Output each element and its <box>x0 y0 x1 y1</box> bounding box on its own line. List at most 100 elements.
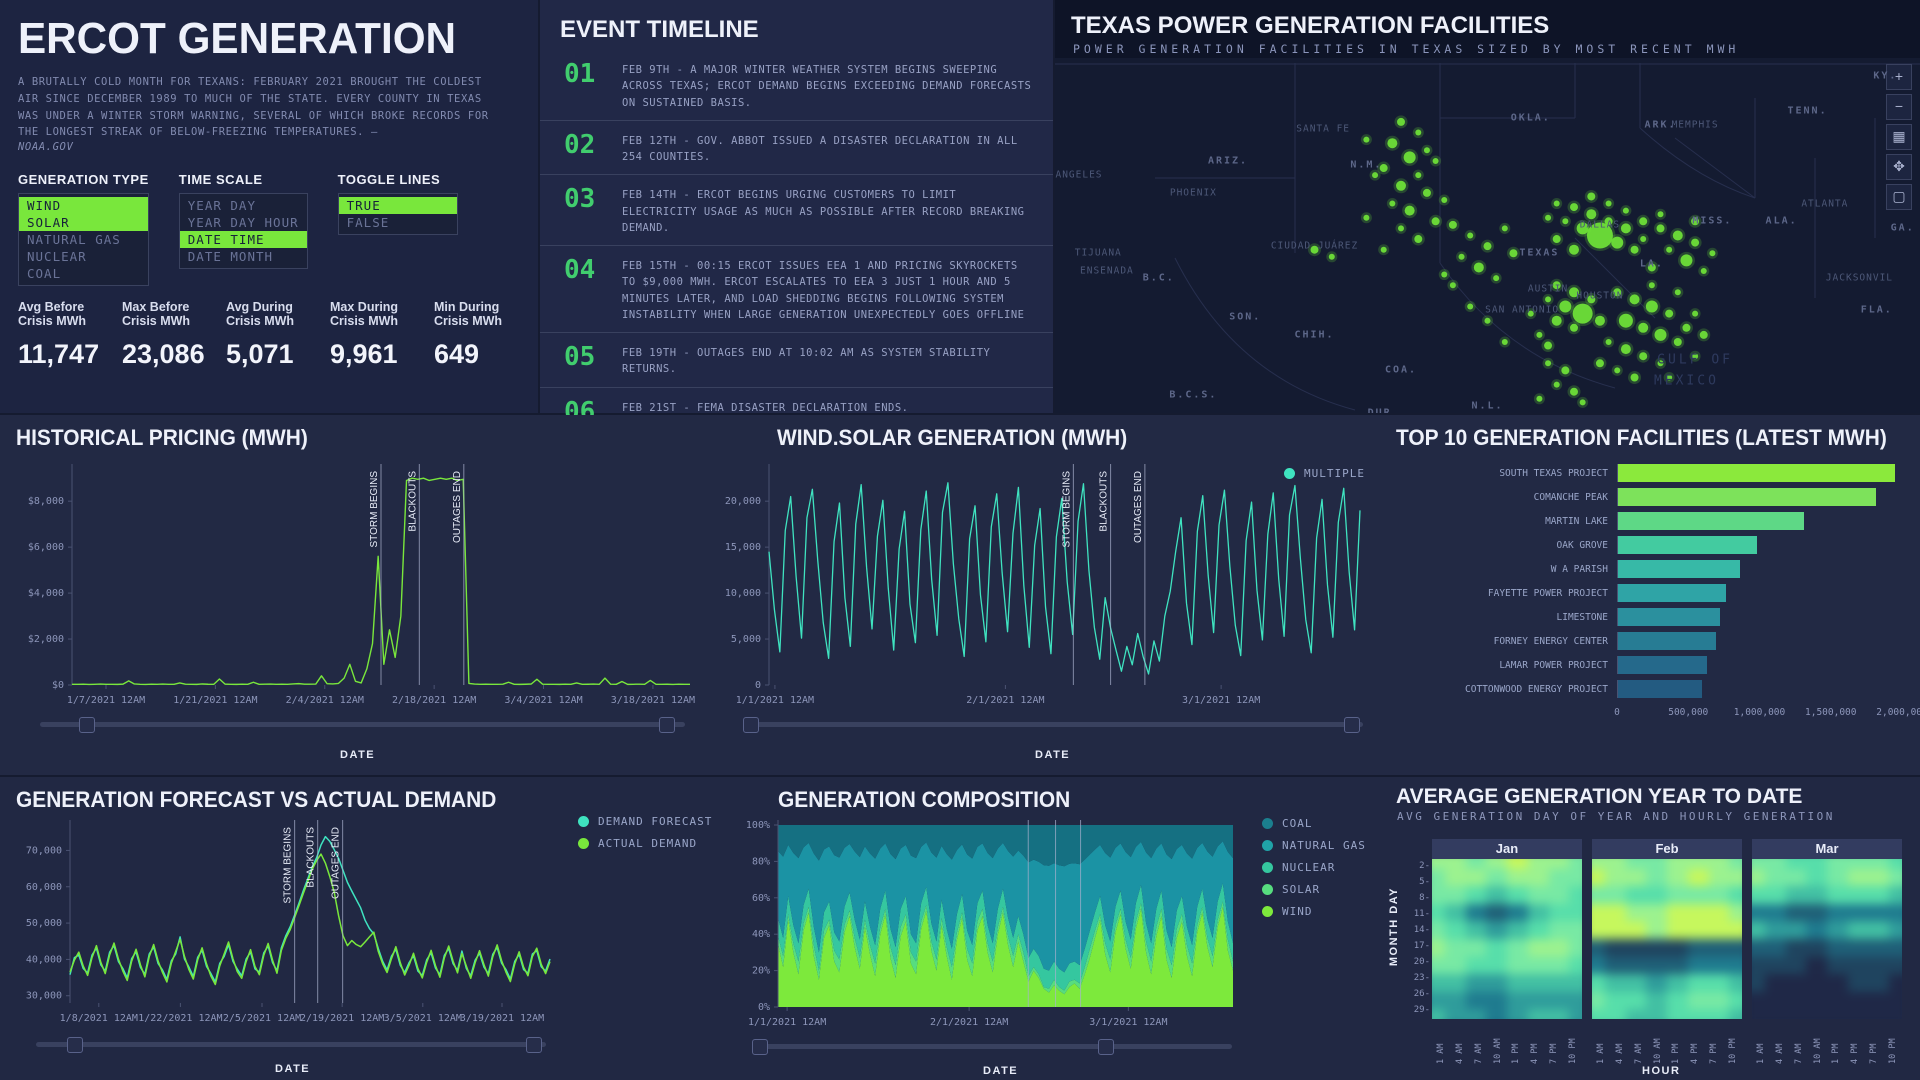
facility-dot[interactable] <box>1639 352 1648 361</box>
facility-dot[interactable] <box>1545 360 1552 367</box>
facility-dot[interactable] <box>1448 220 1457 229</box>
facility-dot[interactable] <box>1422 188 1431 197</box>
facility-dot[interactable] <box>1415 129 1422 136</box>
facility-dot[interactable] <box>1536 395 1543 402</box>
facility-dot[interactable] <box>1458 253 1465 260</box>
facility-dot[interactable] <box>1691 238 1700 247</box>
option-year-day[interactable]: YEAR DAY <box>187 198 256 213</box>
facility-dot[interactable] <box>1622 207 1629 214</box>
heatmap-grid-feb[interactable] <box>1592 859 1742 1019</box>
facility-dot[interactable] <box>1372 172 1379 179</box>
map-extent-button[interactable]: ▢ <box>1886 184 1912 210</box>
facility-dot[interactable] <box>1640 236 1647 243</box>
facility-dot[interactable] <box>1380 246 1387 253</box>
facility-dot[interactable] <box>1501 225 1508 232</box>
facility-dot[interactable] <box>1700 268 1707 274</box>
facility-dot[interactable] <box>1630 373 1639 382</box>
facilities-map[interactable]: + − ▦ ✥ ▢ KY. TENN. ARK. OKLA. N.M. ARIZ. B.C. SON.… <box>1055 58 1920 413</box>
slider-handle-right[interactable] <box>659 717 676 733</box>
windsolar-date-slider[interactable] <box>743 717 1363 733</box>
facility-dot[interactable] <box>1449 282 1456 289</box>
facility-dot[interactable] <box>1561 366 1570 375</box>
facility-dot[interactable] <box>1657 360 1664 367</box>
top10-bar[interactable] <box>1618 608 1721 626</box>
facility-dot[interactable] <box>1620 344 1631 355</box>
facility-dot[interactable] <box>1618 313 1633 328</box>
facility-dot[interactable] <box>1594 315 1605 326</box>
facility-dot[interactable] <box>1562 218 1569 225</box>
facility-dot[interactable] <box>1647 263 1656 272</box>
facility-dot[interactable] <box>1614 367 1621 374</box>
slider-handle-left[interactable] <box>66 1037 83 1053</box>
option-coal[interactable]: COAL <box>27 266 62 281</box>
facility-dot[interactable] <box>1396 180 1406 191</box>
top10-bar[interactable] <box>1618 584 1726 602</box>
facility-dot[interactable] <box>1423 147 1430 154</box>
slider-handle-left[interactable] <box>78 717 95 733</box>
facility-dot[interactable] <box>1666 374 1673 381</box>
facility-dot[interactable] <box>1587 295 1596 304</box>
facility-dot[interactable] <box>1387 138 1398 149</box>
facility-dot[interactable] <box>1657 211 1664 218</box>
facility-dot[interactable] <box>1493 275 1500 282</box>
slider-handle-right[interactable] <box>525 1037 542 1053</box>
slider-handle-left[interactable] <box>743 717 759 733</box>
facility-dot[interactable] <box>1310 245 1319 254</box>
facility-dot[interactable] <box>1501 339 1508 345</box>
slider-handle-right[interactable] <box>1344 717 1361 733</box>
slider-track[interactable] <box>752 1044 1232 1049</box>
top10-bar[interactable] <box>1618 680 1702 698</box>
facility-dot[interactable] <box>1473 262 1484 273</box>
facility-dot[interactable] <box>1569 244 1579 255</box>
slider-track[interactable] <box>40 722 685 727</box>
option-true[interactable]: TRUE <box>338 197 457 214</box>
top10-bar[interactable] <box>1618 536 1758 554</box>
facility-dot[interactable] <box>1692 353 1699 360</box>
facility-dot[interactable] <box>1441 197 1448 203</box>
facility-dot[interactable] <box>1673 338 1682 346</box>
facility-dot[interactable] <box>1483 242 1492 251</box>
facility-dot[interactable] <box>1397 117 1405 126</box>
facility-dot[interactable] <box>1576 222 1589 235</box>
facility-dot[interactable] <box>1639 217 1648 226</box>
facility-dot[interactable] <box>1595 359 1604 368</box>
heatmap-grid-mar[interactable] <box>1752 859 1902 1019</box>
facility-dot[interactable] <box>1544 341 1553 350</box>
facility-dot[interactable] <box>1654 328 1667 341</box>
facility-dot[interactable] <box>1553 200 1560 207</box>
facility-dot[interactable] <box>1398 225 1404 232</box>
facility-dot[interactable] <box>1328 253 1335 260</box>
map-zoom-in-button[interactable]: + <box>1886 64 1912 90</box>
slider-track[interactable] <box>36 1042 546 1047</box>
facility-dot[interactable] <box>1645 300 1658 313</box>
facility-dot[interactable] <box>1570 203 1578 212</box>
map-zoom-out-button[interactable]: − <box>1886 94 1912 120</box>
facility-dot[interactable] <box>1545 296 1552 303</box>
facility-dot[interactable] <box>1570 323 1578 332</box>
facility-dot[interactable] <box>1638 322 1649 333</box>
top10-bar[interactable] <box>1618 632 1716 650</box>
option-solar[interactable]: SOLAR <box>19 214 148 231</box>
facility-dot[interactable] <box>1605 339 1612 345</box>
facility-dot[interactable] <box>1527 310 1534 317</box>
map-layers-button[interactable]: ▦ <box>1886 124 1912 150</box>
slider-handle-left[interactable] <box>752 1039 768 1055</box>
facility-dot[interactable] <box>1682 323 1691 332</box>
facility-dot[interactable] <box>1572 303 1593 324</box>
facility-dot[interactable] <box>1431 217 1440 226</box>
facility-dot[interactable] <box>1586 209 1597 220</box>
facility-dot[interactable] <box>1415 172 1422 179</box>
facility-dot[interactable] <box>1379 164 1388 173</box>
facility-dot[interactable] <box>1553 381 1560 388</box>
option-nuclear[interactable]: NUCLEAR <box>27 249 87 264</box>
pricing-date-slider[interactable] <box>40 717 685 733</box>
facility-dot[interactable] <box>1692 310 1699 317</box>
top10-bar[interactable] <box>1618 464 1895 482</box>
slider-handle-right[interactable] <box>1097 1039 1114 1055</box>
facility-dot[interactable] <box>1579 399 1586 406</box>
facility-dot[interactable] <box>1363 214 1370 221</box>
facility-dot[interactable] <box>1604 217 1613 226</box>
facility-dot[interactable] <box>1665 309 1674 318</box>
facility-dot[interactable] <box>1467 303 1474 310</box>
facility-dot[interactable] <box>1389 200 1396 207</box>
